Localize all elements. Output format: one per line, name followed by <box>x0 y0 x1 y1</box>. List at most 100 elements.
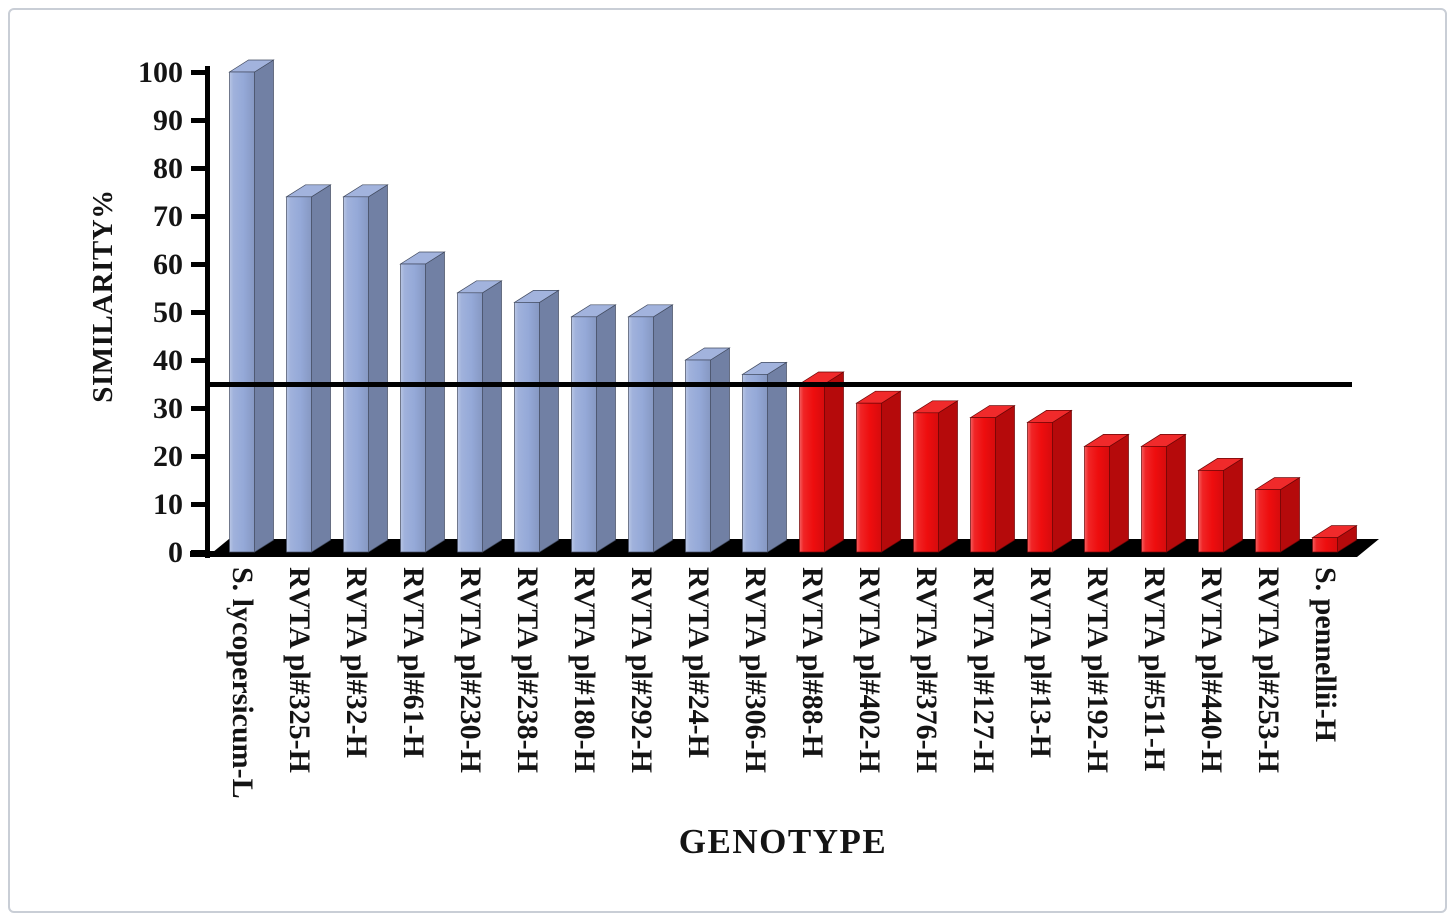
bar-front-face <box>742 374 768 553</box>
x-category-label: RVTA pl#230-H <box>454 567 487 773</box>
bar <box>969 404 1016 553</box>
bar <box>570 304 617 553</box>
bar-front-face <box>343 196 369 553</box>
y-axis-title: SIMILARITY% <box>87 189 119 403</box>
bar-side-face <box>938 400 958 553</box>
y-axis-tick-label: 50 <box>153 296 183 329</box>
bar <box>228 59 275 553</box>
bar-front-face <box>970 417 996 553</box>
bar-side-face <box>482 280 502 553</box>
y-axis-tick <box>191 262 205 267</box>
bar <box>741 361 788 553</box>
x-category-label: RVTA pl#180-H <box>568 567 601 773</box>
bar-side-face <box>368 184 388 553</box>
x-category-label: S. lycopersicum-L <box>226 567 259 799</box>
x-category-label: RVTA pl#511-H <box>1138 567 1171 771</box>
bar <box>1311 524 1358 553</box>
bar <box>342 184 389 553</box>
bar-front-face <box>286 196 312 553</box>
bar-side-face <box>767 361 787 553</box>
y-axis-tick-label: 30 <box>153 392 183 425</box>
y-axis-tick <box>191 118 205 123</box>
bar-front-face <box>628 316 654 553</box>
x-category-label: RVTA pl#32-H <box>340 567 373 758</box>
y-axis-tick <box>191 406 205 411</box>
bar-front-face <box>799 383 825 553</box>
bar-side-face <box>1166 433 1186 553</box>
x-axis-title: GENOTYPE <box>678 822 888 861</box>
y-axis-tick <box>191 358 205 363</box>
bar <box>399 251 446 553</box>
x-category-label: RVTA pl#376-H <box>910 567 943 773</box>
bar-front-face <box>685 359 711 553</box>
y-axis-tick-label: 90 <box>153 104 183 137</box>
bar-front-face <box>913 412 939 553</box>
x-axis-baseline <box>190 551 1357 557</box>
y-axis-tick-label: 40 <box>153 344 183 377</box>
bar-side-face <box>596 304 616 553</box>
bar-front-face <box>1084 446 1110 553</box>
bar <box>513 289 560 553</box>
bar-side-face <box>254 59 274 553</box>
bar-side-face <box>539 289 559 553</box>
bar-side-face <box>1223 457 1243 553</box>
threshold-line <box>205 382 1352 387</box>
bar-front-face <box>1198 470 1224 553</box>
bar <box>798 371 845 553</box>
bar-side-face <box>311 184 331 553</box>
bar-side-face <box>425 251 445 553</box>
y-axis-tick <box>191 502 205 507</box>
bar-front-face <box>457 292 483 553</box>
bar-side-face <box>710 347 730 553</box>
y-axis-tick-label: 80 <box>153 152 183 185</box>
x-category-label: RVTA pl#306-H <box>739 567 772 773</box>
y-axis-tick <box>191 166 205 171</box>
bar <box>627 304 674 553</box>
bar-side-face <box>1109 433 1129 553</box>
bar <box>1026 409 1073 553</box>
bar-front-face <box>571 316 597 553</box>
x-category-label: RVTA pl#402-H <box>853 567 886 773</box>
x-category-label: RVTA pl#292-H <box>625 567 658 773</box>
y-axis-line <box>205 66 210 558</box>
bar <box>285 184 332 553</box>
bar-front-face <box>1027 422 1053 553</box>
y-axis-tick <box>191 454 205 459</box>
x-category-label: RVTA pl#88-H <box>796 567 829 758</box>
x-category-label: RVTA pl#61-H <box>397 567 430 758</box>
bar-side-face <box>881 390 901 553</box>
bar-side-face <box>1052 409 1072 553</box>
bar-front-face <box>400 263 426 553</box>
x-category-label: RVTA pl#253-H <box>1252 567 1285 773</box>
bar <box>1254 476 1301 553</box>
x-category-label: RVTA pl#24-H <box>682 567 715 758</box>
bar-front-face <box>1312 537 1338 553</box>
x-category-label: RVTA pl#192-H <box>1081 567 1114 773</box>
y-axis-tick <box>191 214 205 219</box>
x-category-label: S. pennellii-H <box>1309 567 1342 742</box>
x-category-label: RVTA pl#127-H <box>967 567 1000 773</box>
y-axis-tick-label: 10 <box>153 488 183 521</box>
bar-front-face <box>1255 489 1281 553</box>
bar <box>912 400 959 553</box>
x-category-label: RVTA pl#325-H <box>283 567 316 773</box>
x-category-label: RVTA pl#238-H <box>511 567 544 773</box>
bar-front-face <box>856 402 882 553</box>
bar <box>1140 433 1187 553</box>
y-axis-tick <box>191 70 205 75</box>
x-category-label: RVTA pl#13-H <box>1024 567 1057 758</box>
bar-side-face <box>995 404 1015 553</box>
bar <box>1083 433 1130 553</box>
bar-side-face <box>824 371 844 553</box>
x-category-label: RVTA pl#440-H <box>1195 567 1228 773</box>
bar-front-face <box>1141 446 1167 553</box>
bar <box>456 280 503 553</box>
y-axis-tick-label: 100 <box>138 56 183 89</box>
bar-front-face <box>514 302 540 553</box>
bar-side-face <box>1280 476 1300 553</box>
y-axis-tick-label: 20 <box>153 440 183 473</box>
bar-side-face <box>653 304 673 553</box>
y-axis-tick-label: 60 <box>153 248 183 281</box>
bar <box>855 390 902 553</box>
